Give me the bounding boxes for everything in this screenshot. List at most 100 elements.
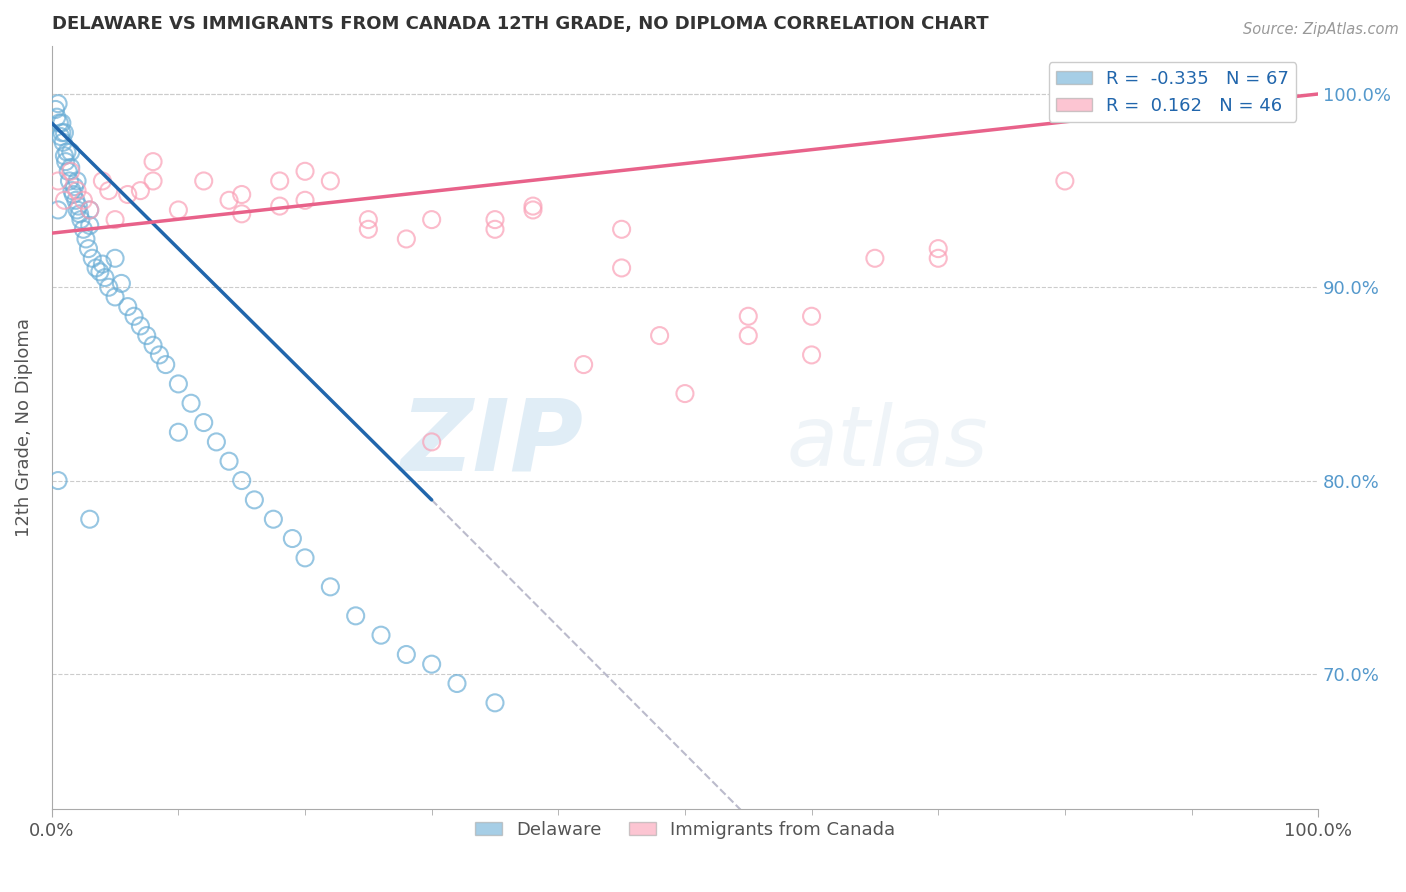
Point (84, 260, 107, 275)
Point (49, 129, 72, 144)
Point (673, 386, 696, 401)
Point (1053, 174, 1076, 188)
Point (863, 252, 886, 266)
Point (800, 348, 823, 362)
Legend: Delaware, Immigrants from Canada: Delaware, Immigrants from Canada (467, 814, 903, 846)
Point (231, 187, 253, 202)
Point (319, 174, 342, 188)
Point (69, 207, 91, 221)
Point (89, 265, 111, 279)
Point (66, 174, 89, 188)
Point (205, 434, 228, 449)
Point (59, 161, 82, 175)
Point (262, 512, 284, 526)
Point (97, 184, 120, 198)
Point (91, 174, 114, 188)
Point (53, 149, 76, 163)
Point (66, 184, 89, 198)
Text: DELAWARE VS IMMIGRANTS FROM CANADA 12TH GRADE, NO DIPLOMA CORRELATION CHART: DELAWARE VS IMMIGRANTS FROM CANADA 12TH … (52, 15, 988, 33)
Point (737, 328, 759, 343)
Point (75, 232, 97, 246)
Point (142, 338, 165, 352)
Point (484, 696, 506, 710)
Point (67, 199, 90, 213)
Point (51, 116, 73, 130)
Point (610, 260, 633, 275)
Point (281, 532, 304, 546)
Point (572, 358, 595, 372)
Point (45, 103, 67, 117)
Point (231, 207, 253, 221)
Text: ZIP: ZIP (401, 394, 583, 491)
Point (51, 126, 73, 140)
Point (77, 242, 100, 256)
Point (927, 242, 949, 256)
Point (446, 676, 468, 690)
Point (142, 174, 165, 188)
Point (167, 202, 190, 217)
Point (53, 194, 76, 208)
Point (55, 154, 77, 169)
Text: atlas: atlas (786, 402, 988, 483)
Point (800, 310, 823, 324)
Text: Source: ZipAtlas.com: Source: ZipAtlas.com (1243, 22, 1399, 37)
Point (269, 199, 291, 213)
Point (610, 222, 633, 236)
Point (231, 474, 253, 488)
Point (46, 96, 69, 111)
Point (484, 222, 506, 236)
Point (46, 174, 69, 188)
Point (420, 212, 443, 227)
Point (82, 252, 104, 266)
Y-axis label: 12th Grade, No Diploma: 12th Grade, No Diploma (15, 318, 32, 537)
Point (79, 202, 101, 217)
Point (927, 252, 949, 266)
Point (91, 257, 114, 271)
Point (58, 174, 80, 188)
Point (193, 174, 215, 188)
Point (193, 416, 215, 430)
Point (218, 194, 240, 208)
Point (52, 136, 75, 150)
Point (65, 194, 87, 208)
Point (180, 396, 202, 410)
Point (269, 174, 291, 188)
Point (104, 212, 127, 227)
Point (72, 194, 94, 208)
Point (522, 202, 544, 217)
Point (94, 270, 117, 285)
Point (370, 628, 392, 642)
Point (357, 212, 380, 227)
Point (294, 550, 316, 565)
Point (79, 219, 101, 233)
Point (357, 222, 380, 236)
Point (56, 145, 79, 159)
Point (142, 154, 165, 169)
Point (63, 179, 86, 194)
Point (97, 280, 120, 294)
Point (344, 608, 367, 623)
Point (59, 145, 82, 159)
Point (135, 328, 157, 343)
Point (117, 300, 139, 314)
Point (79, 512, 101, 526)
Point (167, 425, 190, 440)
Point (737, 310, 759, 324)
Point (319, 580, 342, 594)
Point (122, 310, 145, 324)
Point (395, 232, 418, 246)
Point (59, 164, 82, 178)
Point (110, 277, 132, 291)
Point (60, 184, 83, 198)
Point (46, 202, 69, 217)
Point (46, 474, 69, 488)
Point (66, 202, 89, 217)
Point (104, 290, 127, 304)
Point (420, 657, 443, 672)
Point (522, 199, 544, 213)
Point (129, 184, 152, 198)
Point (395, 648, 418, 662)
Point (243, 492, 266, 507)
Point (48, 116, 70, 130)
Point (648, 328, 671, 343)
